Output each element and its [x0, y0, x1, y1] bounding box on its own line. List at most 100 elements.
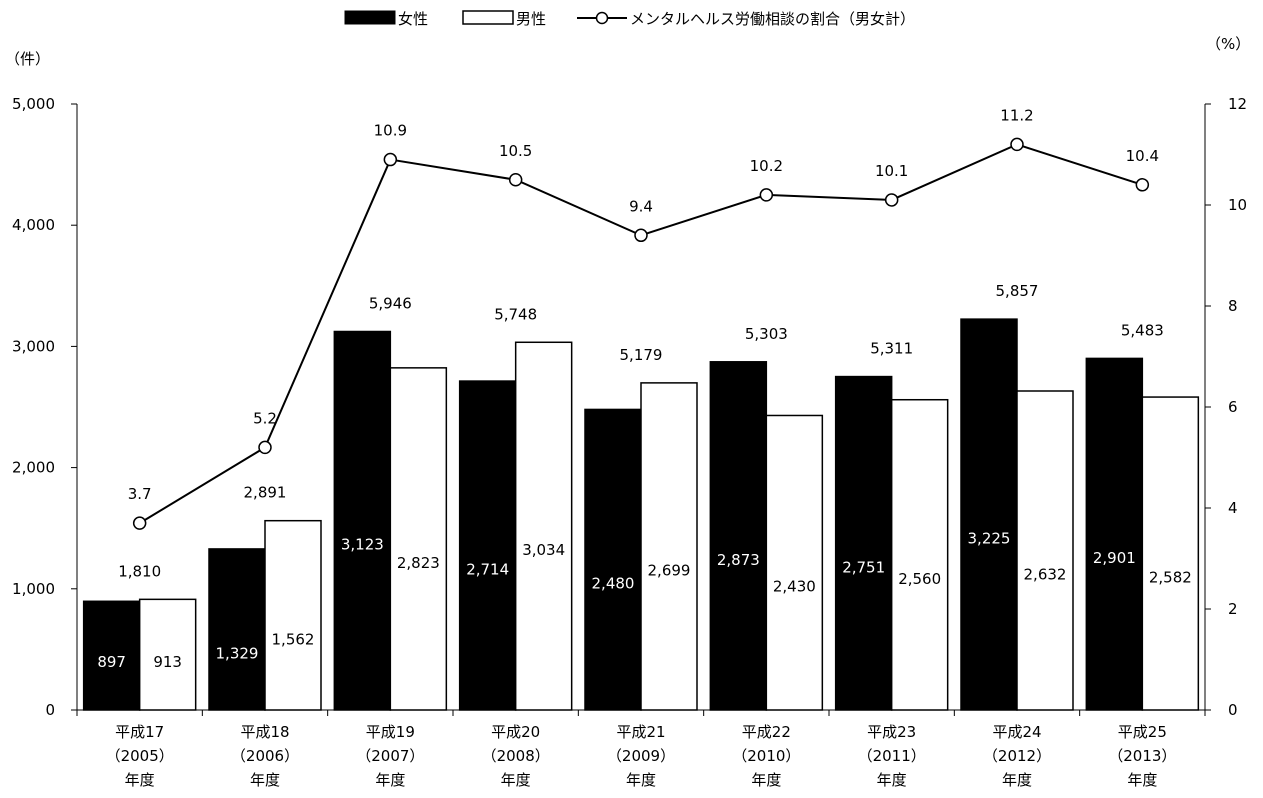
x-category-label: 平成21: [616, 723, 665, 741]
x-category-label: 年度: [1002, 771, 1032, 789]
right-tick-label: 8: [1228, 297, 1238, 315]
ratio-value-label: 9.4: [629, 197, 653, 215]
ratio-value-label: 3.7: [128, 485, 152, 503]
x-category-label: 平成24: [992, 723, 1041, 741]
female-value-label: 897: [97, 653, 126, 671]
left-tick-label: 3,000: [12, 337, 55, 355]
x-category-label: （2008）: [482, 747, 550, 765]
male-value-label: 2,823: [397, 554, 440, 572]
x-category-label: （2005）: [106, 747, 174, 765]
total-value-label: 5,946: [369, 294, 412, 312]
ratio-point: [884, 193, 899, 207]
bar-male: [138, 598, 197, 711]
legend-label-ratio: メンタルヘルス労働相談の割合（男女計）: [630, 10, 915, 28]
bar-female: [960, 318, 1018, 711]
male-value-label: 913: [153, 653, 182, 671]
left-tick-label: 5,000: [12, 95, 55, 113]
ratio-point: [1010, 137, 1024, 152]
x-category-label: 平成23: [867, 723, 916, 741]
total-value-label: 5,179: [620, 346, 663, 364]
bar-female: [1085, 357, 1144, 711]
bar-female: [709, 361, 768, 711]
female-value-label: 2,901: [1093, 549, 1136, 567]
female-value-label: 2,751: [842, 558, 885, 576]
ratio-value-label: 5.2: [253, 409, 277, 427]
bar-female: [333, 330, 392, 711]
bar-male: [640, 382, 698, 711]
left-tick-label: 1,000: [12, 580, 55, 598]
x-category-label: 年度: [250, 771, 280, 789]
female-value-label: 2,873: [717, 551, 760, 569]
legend-swatch-female: [344, 10, 396, 25]
x-category-label: 平成18: [240, 723, 289, 741]
x-category-label: 平成17: [115, 723, 164, 741]
male-value-label: 3,034: [522, 541, 565, 559]
x-category-label: 平成22: [742, 723, 791, 741]
female-value-label: 2,480: [592, 575, 635, 593]
left-tick-label: 2,000: [12, 459, 55, 477]
ratio-value-label: 10.5: [499, 142, 532, 160]
male-value-label: 1,562: [272, 630, 315, 648]
female-value-label: 2,714: [466, 561, 509, 579]
male-value-label: 2,582: [1149, 569, 1192, 587]
female-value-label: 1,329: [216, 644, 259, 662]
female-value-label: 3,225: [968, 530, 1011, 548]
bar-male: [1141, 396, 1200, 711]
x-category-label: 平成20: [491, 723, 540, 741]
ratio-value-label: 11.2: [1000, 106, 1033, 124]
ratio-value-label: 10.1: [875, 162, 908, 180]
bar-male: [389, 367, 448, 711]
male-value-label: 2,632: [1024, 566, 1067, 584]
x-category-label: （2012）: [983, 747, 1051, 765]
ratio-point: [508, 173, 523, 187]
left-tick-label: 4,000: [12, 216, 55, 234]
total-value-label: 2,891: [244, 484, 287, 502]
bar-female: [458, 380, 517, 711]
x-category-label: （2011）: [858, 747, 926, 765]
x-category-label: 年度: [125, 771, 155, 789]
right-tick-label: 12: [1228, 95, 1247, 113]
bars: [82, 318, 1200, 711]
bar-male: [264, 519, 322, 711]
legend-swatch-marker: [595, 11, 609, 25]
ratio-value-label: 10.4: [1126, 147, 1159, 165]
x-category-label: （2009）: [607, 747, 675, 765]
right-tick-label: 6: [1228, 398, 1238, 416]
total-value-label: 1,810: [118, 562, 161, 580]
bar-female: [82, 600, 141, 711]
x-category-label: （2007）: [356, 747, 424, 765]
x-category-label: （2013）: [1108, 747, 1176, 765]
male-value-label: 2,430: [773, 578, 816, 596]
right-tick-label: 10: [1228, 196, 1247, 214]
ratio-point: [634, 228, 648, 243]
x-category-label: 年度: [1127, 771, 1157, 789]
total-value-label: 5,483: [1121, 321, 1164, 339]
male-value-label: 2,560: [898, 570, 941, 588]
right-tick-label: 0: [1228, 701, 1238, 719]
ratio-point: [759, 188, 774, 202]
total-value-label: 5,303: [745, 325, 788, 343]
legend-label-male: 男性: [516, 10, 546, 28]
x-category-labels: 平成17 （2005） 年度 平成18 （2006） 年度 平成19 （2007） 年度 平成20…: [106, 723, 1177, 789]
x-category-label: 年度: [375, 771, 405, 789]
total-value-label: 5,748: [494, 305, 537, 323]
legend: 女性 男性 メンタルヘルス労働相談の割合（男女計）: [344, 10, 915, 28]
x-category-label: 年度: [877, 771, 907, 789]
right-tick-label: 2: [1228, 600, 1238, 618]
x-category-label: （2006）: [231, 747, 299, 765]
ratio-line: [132, 137, 1150, 530]
bar-male: [514, 341, 573, 711]
bar-male: [890, 398, 949, 711]
bar-female: [834, 375, 893, 711]
x-category-label: 年度: [751, 771, 781, 789]
bar-male: [1016, 390, 1074, 711]
female-value-label: 3,123: [341, 536, 384, 554]
ratio-point: [132, 516, 147, 530]
right-tick-label: 4: [1228, 499, 1238, 517]
legend-label-female: 女性: [398, 10, 428, 28]
legend-swatch-male: [462, 10, 514, 25]
right-axis-unit: （%）: [1206, 35, 1250, 53]
x-category-label: 平成19: [366, 723, 415, 741]
bar-male: [765, 414, 824, 711]
